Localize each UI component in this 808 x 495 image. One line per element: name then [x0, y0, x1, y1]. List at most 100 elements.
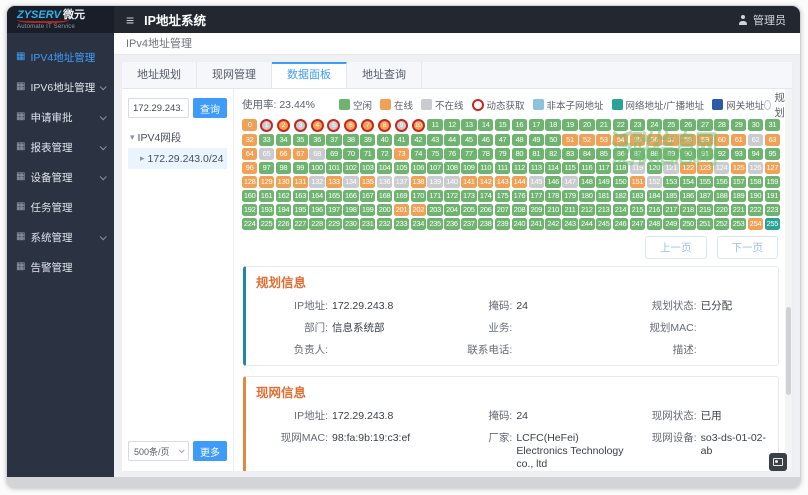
ip-cell[interactable]: 205	[461, 204, 477, 216]
ip-cell[interactable]: 40	[376, 134, 393, 146]
ip-cell[interactable]: 105	[393, 162, 410, 174]
ip-cell[interactable]: 1	[260, 119, 274, 132]
ip-cell[interactable]: 19	[562, 119, 578, 131]
ip-cell[interactable]: 87	[629, 148, 646, 160]
ip-cell[interactable]: 52	[579, 134, 595, 146]
ip-cell[interactable]: 240	[511, 218, 528, 230]
ip-cell[interactable]: 233	[393, 218, 410, 230]
ip-cell[interactable]: 35	[292, 134, 308, 146]
ip-cell[interactable]: 158	[747, 176, 764, 188]
ip-cell[interactable]: 60	[714, 134, 730, 146]
ip-cell[interactable]: 170	[410, 190, 426, 202]
tree-node-root[interactable]: ▾ IPV4网段	[128, 127, 227, 148]
ip-cell[interactable]: 180	[579, 190, 595, 202]
ip-cell[interactable]: 69	[326, 148, 342, 160]
sidebar-item[interactable]: ▦ 申请审批	[7, 102, 114, 132]
ip-cell[interactable]: 195	[292, 204, 308, 216]
ip-cell[interactable]: 8	[378, 119, 392, 132]
ip-cell[interactable]: 38	[343, 134, 359, 146]
ip-cell[interactable]: 202	[410, 204, 426, 216]
ip-cell[interactable]: 203	[427, 204, 443, 216]
ip-cell[interactable]: 201	[393, 204, 410, 216]
ip-cell[interactable]: 193	[258, 204, 275, 216]
ip-cell[interactable]: 178	[545, 190, 561, 202]
ip-cell[interactable]: 58	[680, 134, 696, 146]
ip-cell[interactable]: 119	[629, 162, 646, 174]
ip-cell[interactable]: 142	[478, 176, 494, 188]
next-page-button[interactable]: 下一页	[716, 236, 778, 259]
ip-cell[interactable]: 24	[646, 119, 662, 131]
ip-cell[interactable]: 248	[646, 218, 662, 230]
ip-cell[interactable]: 224	[242, 218, 258, 230]
ip-cell[interactable]: 104	[376, 162, 393, 174]
ip-cell[interactable]: 190	[747, 190, 764, 202]
ip-cell[interactable]: 63	[764, 134, 780, 146]
ip-cell[interactable]: 200	[376, 204, 393, 216]
ip-cell[interactable]: 184	[646, 190, 662, 202]
ip-cell[interactable]: 114	[545, 162, 561, 174]
ip-cell[interactable]: 83	[562, 148, 578, 160]
tab[interactable]: 地址规划	[122, 62, 197, 88]
ip-cell[interactable]: 81	[528, 148, 544, 160]
ip-cell[interactable]: 234	[410, 218, 426, 230]
ip-cell[interactable]: 91	[697, 148, 713, 160]
ip-cell[interactable]: 147	[562, 176, 578, 188]
ip-cell[interactable]: 75	[427, 148, 443, 160]
prev-page-button[interactable]: 上一页	[645, 236, 707, 259]
ip-cell[interactable]: 109	[461, 162, 477, 174]
ip-cell[interactable]: 90	[680, 148, 696, 160]
tab[interactable]: 现网管理	[197, 62, 272, 88]
ip-cell[interactable]: 44	[444, 134, 460, 146]
ip-cell[interactable]: 213	[596, 204, 612, 216]
ip-cell[interactable]: 165	[326, 190, 342, 202]
ip-cell[interactable]: 238	[478, 218, 494, 230]
ip-cell[interactable]: 95	[764, 148, 780, 160]
ip-cell[interactable]: 11	[427, 119, 443, 131]
ip-cell[interactable]: 42	[410, 134, 426, 146]
ip-cell[interactable]: 15	[494, 119, 511, 131]
ip-cell[interactable]: 82	[545, 148, 561, 160]
ip-cell[interactable]: 140	[444, 176, 460, 188]
ip-cell[interactable]: 2	[276, 119, 290, 132]
ip-cell[interactable]: 161	[258, 190, 275, 202]
ip-cell[interactable]: 249	[663, 218, 679, 230]
ip-cell[interactable]: 33	[258, 134, 275, 146]
ip-cell[interactable]: 110	[478, 162, 494, 174]
ip-cell[interactable]: 113	[528, 162, 544, 174]
ip-cell[interactable]: 174	[478, 190, 494, 202]
ip-cell[interactable]: 13	[461, 119, 477, 131]
ip-cell[interactable]: 99	[292, 162, 308, 174]
ip-cell[interactable]: 246	[612, 218, 629, 230]
ip-cell[interactable]: 28	[714, 119, 730, 131]
ip-cell[interactable]: 252	[714, 218, 730, 230]
ip-cell[interactable]: 152	[646, 176, 662, 188]
ip-cell[interactable]: 30	[747, 119, 764, 131]
ip-cell[interactable]: 133	[326, 176, 342, 188]
ip-cell[interactable]: 25	[663, 119, 679, 131]
ip-cell[interactable]: 89	[663, 148, 679, 160]
ip-cell[interactable]: 215	[629, 204, 646, 216]
sidebar-item[interactable]: ▦ 任务管理	[16, 201, 73, 214]
ip-cell[interactable]: 85	[596, 148, 612, 160]
ip-cell[interactable]: 230	[343, 218, 359, 230]
ip-cell[interactable]: 97	[258, 162, 275, 174]
ip-cell[interactable]: 18	[545, 119, 561, 131]
ip-cell[interactable]: 149	[596, 176, 612, 188]
ip-cell[interactable]: 144	[511, 176, 528, 188]
ip-cell[interactable]: 116	[579, 162, 595, 174]
ip-cell[interactable]: 255	[764, 218, 780, 230]
ip-cell[interactable]: 137	[393, 176, 410, 188]
ip-cell[interactable]: 148	[579, 176, 595, 188]
ip-cell[interactable]: 31	[764, 119, 780, 131]
ip-cell[interactable]: 73	[393, 148, 410, 160]
tab[interactable]: 数据面板	[272, 62, 347, 88]
ip-cell[interactable]: 98	[275, 162, 292, 174]
ip-cell[interactable]: 54	[612, 134, 629, 146]
ip-cell[interactable]: 66	[275, 148, 292, 160]
ip-cell[interactable]: 27	[697, 119, 713, 131]
ip-cell[interactable]: 160	[242, 190, 258, 202]
ip-cell[interactable]: 251	[697, 218, 713, 230]
ip-cell[interactable]: 108	[444, 162, 460, 174]
ip-cell[interactable]: 46	[478, 134, 494, 146]
ip-cell[interactable]: 229	[326, 218, 342, 230]
